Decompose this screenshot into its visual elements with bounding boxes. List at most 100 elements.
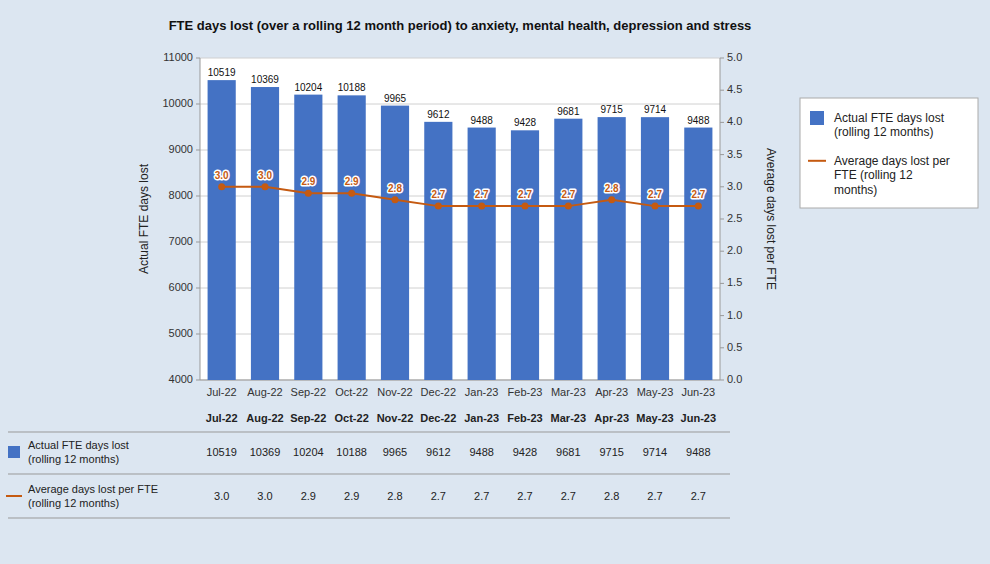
table-cell: 2.8 — [604, 490, 619, 502]
text-line: months) — [834, 183, 877, 197]
line-label: 2.8 — [605, 183, 619, 194]
table-header: May-23 — [636, 412, 673, 424]
line — [222, 187, 699, 206]
table-cell: 10204 — [293, 446, 324, 458]
table-cell: 10369 — [250, 446, 281, 458]
y2-tick-label: 4.0 — [727, 115, 742, 127]
marker — [435, 203, 442, 210]
marker — [478, 203, 485, 210]
table-cell: 9428 — [513, 446, 537, 458]
marks — [208, 80, 713, 380]
table-cell: 9681 — [556, 446, 580, 458]
data-labels: 1051910369102041018899659612948894289681… — [208, 67, 710, 200]
y2-tick — [720, 90, 724, 91]
y2-tick — [720, 251, 724, 252]
table-header: Apr-23 — [594, 412, 629, 424]
bar — [511, 130, 539, 380]
table-header: Oct-22 — [335, 412, 369, 424]
marker — [218, 183, 225, 190]
y-tick-label: 10000 — [162, 97, 193, 109]
marker — [522, 203, 529, 210]
bar — [251, 87, 279, 380]
bar — [641, 117, 669, 380]
y-tick — [196, 104, 200, 105]
axes: 40005000600070008000900010000110000.00.5… — [162, 51, 742, 398]
x-tick-label: May-23 — [637, 386, 674, 398]
y-tick-label: 8000 — [169, 189, 193, 201]
line-label: 3.0 — [258, 170, 272, 181]
table-cell: 9715 — [599, 446, 623, 458]
bar — [381, 106, 409, 380]
table-cell: 3.0 — [257, 490, 272, 502]
y2-tick — [720, 154, 724, 155]
y-tick-label: 5000 — [169, 327, 193, 339]
line-label: 2.7 — [431, 189, 445, 200]
table-cell: 9612 — [426, 446, 450, 458]
text-line: FTE (rolling 12 — [834, 168, 913, 182]
table-cell: 2.9 — [301, 490, 316, 502]
table-cell: 9714 — [643, 446, 667, 458]
bar-label: 9965 — [384, 93, 407, 104]
text-line: Actual FTE days lost — [834, 111, 945, 125]
table-header: Jul-22 — [206, 412, 238, 424]
line-label: 2.8 — [388, 183, 402, 194]
legend-entry: Actual FTE days lost(rolling 12 months) — [834, 111, 945, 139]
bar-label: 9612 — [427, 109, 450, 120]
legend-swatch — [810, 111, 824, 125]
text-line: Average days lost per FTE — [28, 483, 158, 495]
legend-entry: Average days lost perFTE (rolling 12mont… — [834, 154, 950, 197]
bar-label: 9488 — [471, 115, 494, 126]
bar-label: 9714 — [644, 104, 667, 115]
marker — [392, 196, 399, 203]
table-cell: 2.7 — [647, 490, 662, 502]
text-line: Average days lost per — [834, 154, 950, 168]
table-cell: 10188 — [336, 446, 367, 458]
line-label: 2.9 — [301, 176, 315, 187]
x-tick-label: Feb-23 — [508, 386, 543, 398]
bar-label: 10519 — [208, 67, 236, 78]
grid-line — [200, 58, 720, 59]
text-line: (rolling 12 months) — [28, 453, 119, 465]
marker — [565, 203, 572, 210]
bar-label: 10188 — [338, 82, 366, 93]
marker — [608, 196, 615, 203]
y-tick-label: 4000 — [169, 373, 193, 385]
legend-swatch — [808, 160, 826, 162]
x-tick-label: Oct-22 — [335, 386, 368, 398]
y2-tick-label: 3.5 — [727, 148, 742, 160]
x-tick-label: Sep-22 — [291, 386, 326, 398]
text-line: (rolling 12 months) — [28, 497, 119, 509]
table-header: Dec-22 — [420, 412, 456, 424]
table-row-label: Average days lost per FTE (rolling 12 mon… — [28, 483, 158, 508]
y-tick-label: 9000 — [169, 143, 193, 155]
table-header: Jan-23 — [464, 412, 499, 424]
line-label: 2.7 — [518, 189, 532, 200]
y2-tick — [720, 58, 724, 59]
y2-tick-label: 1.5 — [727, 276, 742, 288]
y2-tick-label: 2.0 — [727, 244, 742, 256]
y-axis-title: Actual FTE days lost — [137, 163, 151, 274]
table-cell: 2.7 — [561, 490, 576, 502]
x-tick-label: Jun-23 — [682, 386, 716, 398]
table-rule — [8, 474, 730, 475]
table-cell: 2.7 — [517, 490, 532, 502]
bar — [598, 117, 626, 380]
y2-tick-label: 0.0 — [727, 373, 742, 385]
table-header: Aug-22 — [246, 412, 283, 424]
legend-frame — [800, 98, 978, 208]
y2-tick-label: 1.0 — [727, 309, 742, 321]
bar — [338, 95, 366, 380]
table-cell: 9965 — [383, 446, 407, 458]
y2-tick — [720, 380, 724, 381]
x-tick-label: Mar-23 — [551, 386, 586, 398]
bar — [294, 95, 322, 380]
table-header: Mar-23 — [551, 412, 586, 424]
y-tick — [196, 242, 200, 243]
table-header: Sep-22 — [290, 412, 326, 424]
table-cell: 9488 — [686, 446, 710, 458]
y2-tick — [720, 122, 724, 123]
table-cell: 2.7 — [691, 490, 706, 502]
bar-label: 10204 — [294, 82, 322, 93]
legend: Actual FTE days lost(rolling 12 months)A… — [800, 98, 978, 208]
marker — [652, 203, 659, 210]
